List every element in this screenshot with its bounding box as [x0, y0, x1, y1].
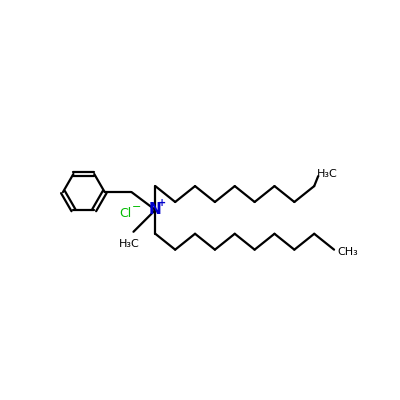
Text: −: − [132, 202, 141, 212]
Text: N: N [149, 202, 162, 218]
Text: H₃C: H₃C [317, 169, 338, 179]
Text: +: + [158, 198, 166, 208]
Text: Cl: Cl [119, 208, 132, 220]
Text: CH₃: CH₃ [338, 247, 358, 257]
Text: H₃C: H₃C [119, 239, 140, 249]
